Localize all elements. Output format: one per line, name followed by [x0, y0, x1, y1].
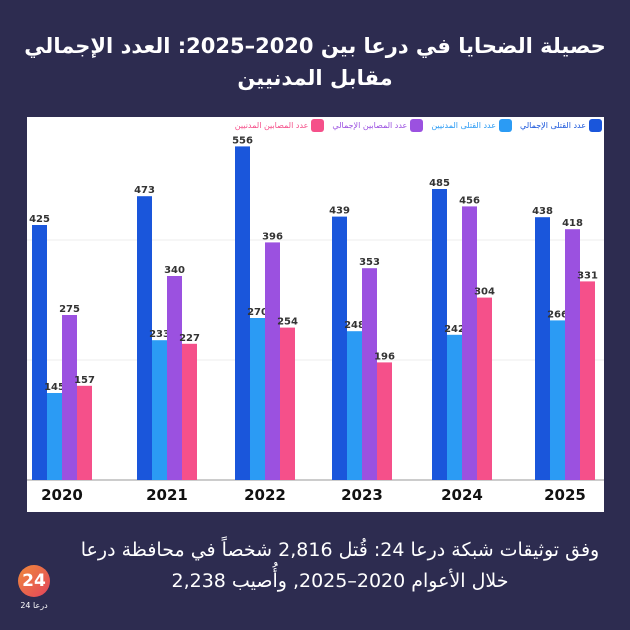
legend-swatch — [499, 119, 513, 132]
bar — [62, 315, 77, 480]
legend-item: عدد المصابين المدنيين — [235, 119, 325, 132]
bar — [447, 334, 462, 480]
bar — [235, 146, 250, 480]
data-label: 227 — [179, 333, 200, 344]
data-label: 270 — [247, 307, 268, 318]
bar — [167, 276, 182, 480]
bar — [280, 327, 295, 480]
logo: 24 درعا 24 — [14, 565, 54, 610]
data-label: 233 — [149, 329, 170, 340]
data-label: 196 — [374, 351, 395, 362]
data-label: 353 — [359, 257, 380, 268]
bar — [137, 196, 152, 480]
x-tick-label: 2025 — [544, 486, 586, 504]
caption: وفق توثيقات شبكة درعا 24: قُتل 2,816 شخص… — [80, 539, 600, 592]
bar — [182, 343, 197, 480]
x-tick-label: 2023 — [341, 486, 383, 504]
data-label: 242 — [444, 324, 465, 335]
data-label: 248 — [344, 320, 365, 331]
bar — [332, 216, 347, 480]
data-label: 556 — [232, 135, 253, 146]
bar — [580, 281, 595, 480]
data-label: 304 — [474, 287, 495, 298]
bar — [462, 206, 477, 480]
legend-swatch — [410, 119, 424, 132]
data-label: 331 — [577, 270, 598, 281]
data-label: 418 — [562, 218, 583, 229]
bar — [432, 189, 447, 480]
data-label: 254 — [277, 317, 298, 328]
legend-swatch — [589, 119, 602, 132]
data-label: 439 — [329, 206, 350, 217]
legend-item: عدد المصابين الإجمالي — [332, 119, 424, 132]
bar — [47, 393, 62, 480]
data-label: 275 — [59, 304, 80, 315]
data-label: 396 — [262, 231, 283, 242]
legend-item: عدد القتلى المدنيين — [431, 119, 513, 132]
legend-label: عدد القتلى الإجمالي — [520, 121, 586, 130]
x-tick-label: 2020 — [41, 486, 83, 504]
bar — [265, 242, 280, 480]
bar — [477, 297, 492, 480]
data-label: 438 — [532, 206, 553, 217]
legend-label: عدد المصابين الإجمالي — [332, 121, 408, 130]
chart-panel: 425 145 275 157 2020 473 233 340 227 2021 556 270 39… — [27, 117, 604, 512]
legend-item: عدد القتلى الإجمالي — [520, 119, 602, 132]
x-tick-label: 2021 — [146, 486, 188, 504]
x-tick-label: 2022 — [244, 486, 286, 504]
bar — [535, 217, 550, 480]
legend-label: عدد المصابين المدنيين — [234, 121, 309, 130]
x-tick-label: 2024 — [441, 486, 483, 504]
logo-mark: 24 — [18, 565, 50, 597]
bar — [347, 331, 362, 480]
data-label: 473 — [134, 185, 155, 196]
data-label: 456 — [459, 195, 480, 206]
data-label: 485 — [429, 178, 450, 189]
bar — [362, 268, 377, 480]
bar — [565, 229, 580, 480]
logo-text: درعا 24 — [20, 601, 48, 610]
bar — [77, 385, 92, 480]
bar — [152, 340, 167, 480]
legend: عدد القتلى الإجمالي عدد القتلى المدنيين عد… — [235, 119, 602, 132]
data-label: 340 — [164, 265, 185, 276]
data-label: 266 — [547, 309, 568, 320]
bar — [550, 320, 565, 480]
chart-title: حصيلة الضحايا في درعا بين 2020–2025: الع… — [24, 34, 606, 90]
bar — [32, 225, 47, 480]
bar-chart: 425 145 275 157 2020 473 233 340 227 2021 556 270 39… — [27, 135, 604, 504]
data-label: 145 — [44, 382, 65, 393]
legend-label: عدد القتلى المدنيين — [431, 121, 497, 130]
legend-swatch — [311, 119, 325, 132]
bar — [377, 362, 392, 480]
bar — [250, 318, 265, 480]
data-label: 157 — [74, 375, 95, 386]
data-label: 425 — [29, 214, 50, 225]
